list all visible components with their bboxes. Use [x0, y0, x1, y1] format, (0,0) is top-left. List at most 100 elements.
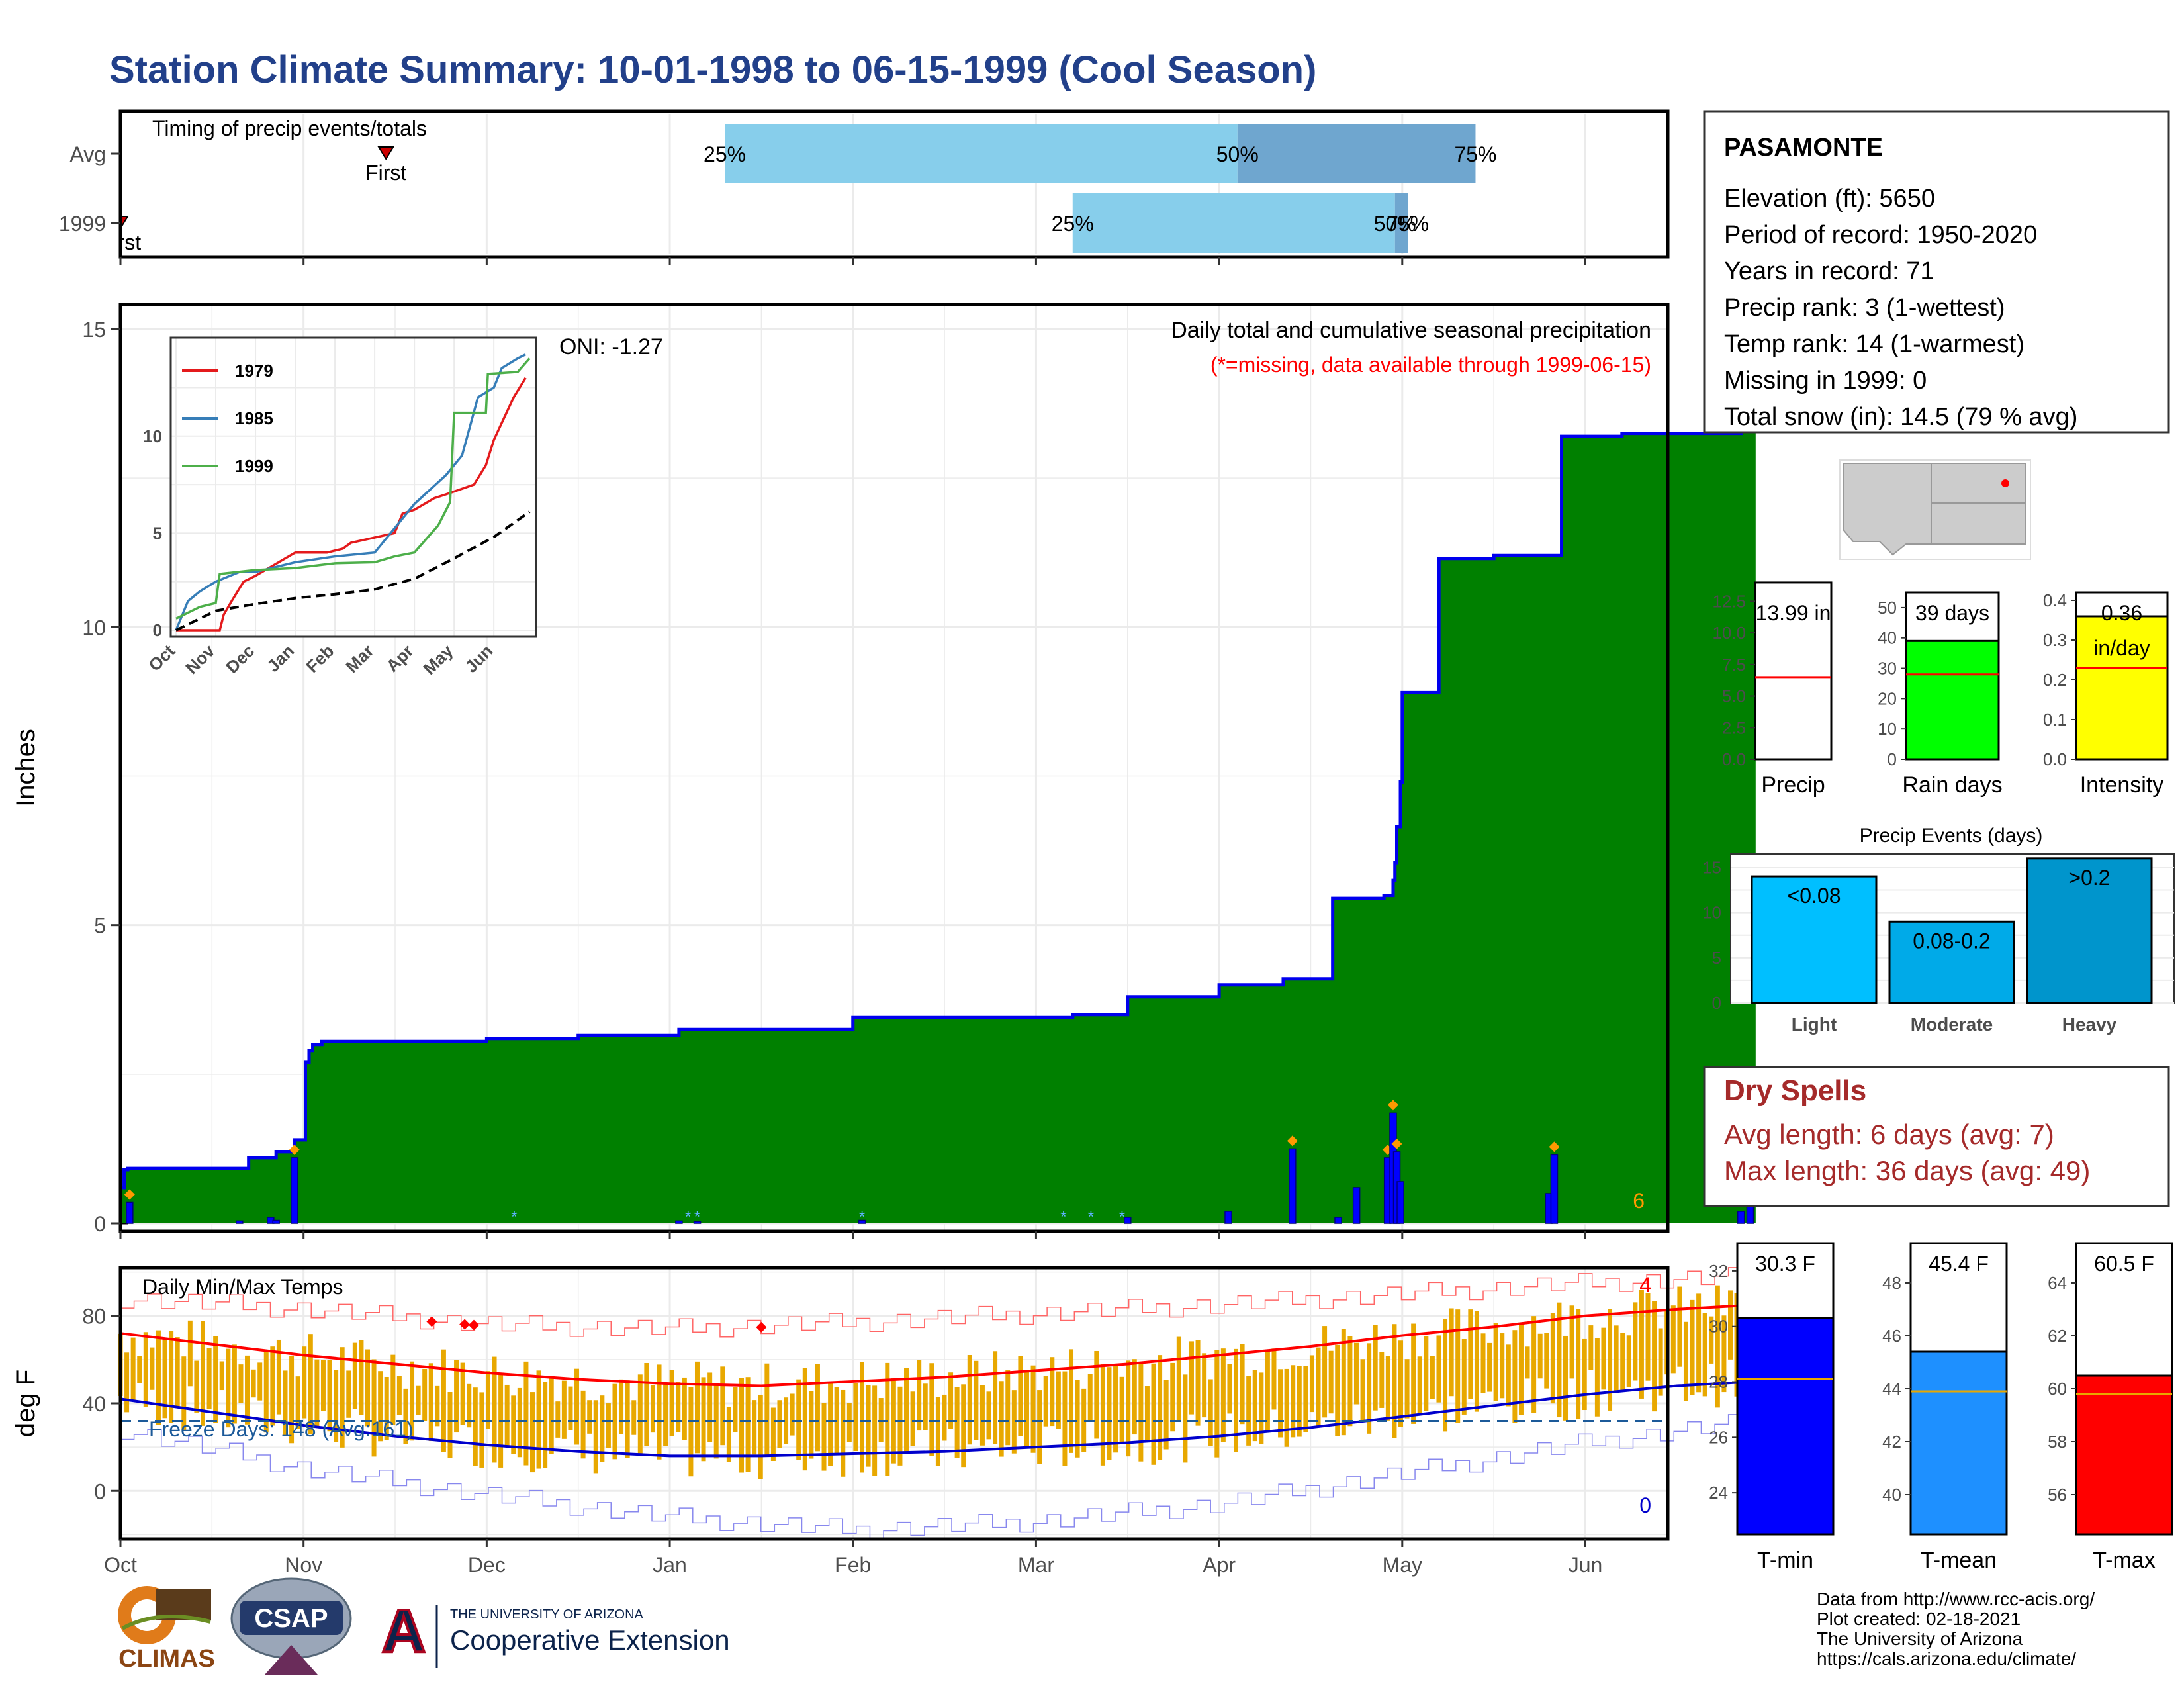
timing-p25-label: 25% [704, 142, 746, 166]
daily-temperature-bar [1309, 1355, 1314, 1413]
missing-data-note: (*=missing, data available through 1999-… [1210, 353, 1651, 377]
daily-temperature-bar [504, 1384, 510, 1447]
daily-temperature-bar [701, 1377, 706, 1462]
daily-temperature-bar [124, 1352, 130, 1413]
precip-y-ticks: 0 5 10 15 [82, 318, 120, 1236]
daily-temperature-bar [396, 1376, 402, 1415]
intensity-tick-label: 0.1 [2043, 710, 2067, 729]
daily-temperature-bar [828, 1383, 833, 1467]
tmean-bar [1909, 1350, 2008, 1536]
daily-temperature-bar [1113, 1366, 1118, 1453]
daily-temperature-bar [1297, 1366, 1302, 1437]
timing-bar-50-75 [1394, 193, 1408, 253]
daily-temperature-bar [745, 1377, 751, 1472]
precip-events-title: Precip Events (days) [1860, 825, 2043, 847]
tmax-tick-label: 64 [2048, 1273, 2067, 1293]
daily-temperature-bars [118, 1285, 1752, 1479]
daily-temperature-bar [194, 1360, 199, 1413]
daily-temperature-bar [320, 1360, 326, 1412]
timing-panel: Timing of precip events/totals Avg 25% 50%… [59, 109, 1670, 259]
intensity-unit-label: in/day [2093, 636, 2150, 660]
cumulative-precip-line [120, 389, 1758, 1190]
intensity-tick-label: 0.0 [2043, 749, 2067, 769]
daily-precip-bar [858, 1219, 866, 1224]
intensity-value-label: 0.36 [2101, 601, 2142, 625]
figure-title: Station Climate Summary: 10-01-1998 to 0… [109, 48, 1316, 91]
daily-temperature-bar [834, 1387, 839, 1454]
daily-temperature-bar [1677, 1286, 1682, 1367]
daily-temperature-bar [764, 1363, 770, 1456]
daily-temperature-bar [156, 1330, 161, 1425]
daily-temperature-bar [365, 1349, 370, 1427]
precip-total-bar [1754, 581, 1833, 761]
locator-map [1839, 459, 2031, 560]
cumulative-precip-area [120, 389, 1756, 1224]
temperature-y-tick-label: 40 [82, 1392, 106, 1416]
daily-temperature-bar [1303, 1366, 1308, 1432]
daily-temperature-bar [422, 1368, 428, 1421]
tmean-tick-label: 46 [1882, 1326, 1901, 1346]
daily-temperature-bar [784, 1397, 789, 1444]
climas-logo-swoosh [121, 1615, 211, 1630]
month-tick-label: Apr [1203, 1553, 1236, 1577]
rain-days-label: Rain days [1902, 773, 2002, 798]
daily-temperature-bar [1417, 1356, 1422, 1415]
precip-y-tick-label: 0 [94, 1212, 106, 1236]
daily-temperature-bar [1107, 1367, 1112, 1460]
daily-precip-bar [693, 1221, 702, 1224]
daily-temperature-bar [1696, 1293, 1702, 1393]
daily-temperature-bar [1056, 1371, 1061, 1429]
precip-events-category: Heavy [2062, 1014, 2117, 1035]
precip-y-tick-label: 5 [94, 914, 106, 938]
csap-logo-text: CSAP [254, 1604, 328, 1633]
oni-label: ONI: -1.27 [559, 334, 663, 359]
daily-temperature-bar [777, 1400, 782, 1448]
daily-temperature-bar [1652, 1301, 1657, 1412]
daily-temperature-bar [1373, 1325, 1378, 1411]
daily-temperature-bar [935, 1397, 940, 1466]
daily-precip-bar [126, 1201, 134, 1224]
precip-events-category: Light [1792, 1014, 1837, 1035]
inset-legend: 1979 1985 1999 [182, 361, 273, 476]
intensity-label: Intensity [2080, 773, 2164, 798]
daily-temperature-bar [1328, 1350, 1334, 1414]
record-high-marker [756, 1321, 767, 1333]
precip-summary-bars: 0.0 2.5 5.0 7.5 10.0 12.5 13.99 in Precip 0 10 20 3… [1712, 581, 2169, 798]
temperature-lines [120, 1267, 1770, 1540]
ua-logo-bottom-text: Cooperative Extension [450, 1624, 730, 1656]
daily-temperature-bar [910, 1391, 915, 1446]
footer-credits: Data from http://www.rcc-acis.org/ Plot … [1817, 1589, 2095, 1669]
daily-temperature-bar [1670, 1305, 1676, 1374]
rain-days-value-label: 39 days [1915, 601, 1989, 625]
daily-temperature-bar [733, 1387, 738, 1432]
intensity-tick-label: 0.3 [2043, 630, 2067, 650]
missing-snow-marker: * [694, 1208, 700, 1226]
daily-temperature-bar [162, 1338, 167, 1419]
month-tick-label: Nov [285, 1553, 322, 1577]
month-tick-label: Jun [1569, 1553, 1603, 1577]
daily-temperature-bar [302, 1346, 307, 1419]
daily-temperature-bar [1011, 1390, 1017, 1454]
month-tick-label: Oct [104, 1553, 137, 1577]
daily-temperature-bar [1645, 1293, 1651, 1381]
daily-temperature-bar [574, 1368, 580, 1445]
tmax-tick-label: 56 [2048, 1485, 2067, 1505]
daily-temperature-bar [1322, 1326, 1328, 1418]
daily-temperature-bar [1176, 1336, 1181, 1421]
daily-temperature-bar [219, 1361, 224, 1391]
timing-panel-label: Timing of precip events/totals [152, 117, 427, 140]
station-years: Years in record: 71 [1724, 258, 1934, 285]
intensity-tick-label: 0.4 [2043, 590, 2067, 610]
heavy-precip-marker [1287, 1135, 1298, 1147]
daily-temperature-bar [1557, 1302, 1562, 1418]
daily-temperature-bar [1018, 1356, 1023, 1436]
daily-temperature-bar [923, 1383, 928, 1430]
daily-temperature-bar [1721, 1315, 1727, 1393]
inset-y-tick-label: 5 [153, 523, 162, 543]
daily-temperature-bar [1436, 1335, 1441, 1403]
daily-temperature-bar [283, 1370, 288, 1436]
daily-temperature-bar [1690, 1299, 1695, 1395]
locator-map-land [1843, 463, 2026, 556]
tmin-tick-label: 26 [1709, 1427, 1728, 1447]
station-missing: Missing in 1999: 0 [1724, 367, 1927, 395]
